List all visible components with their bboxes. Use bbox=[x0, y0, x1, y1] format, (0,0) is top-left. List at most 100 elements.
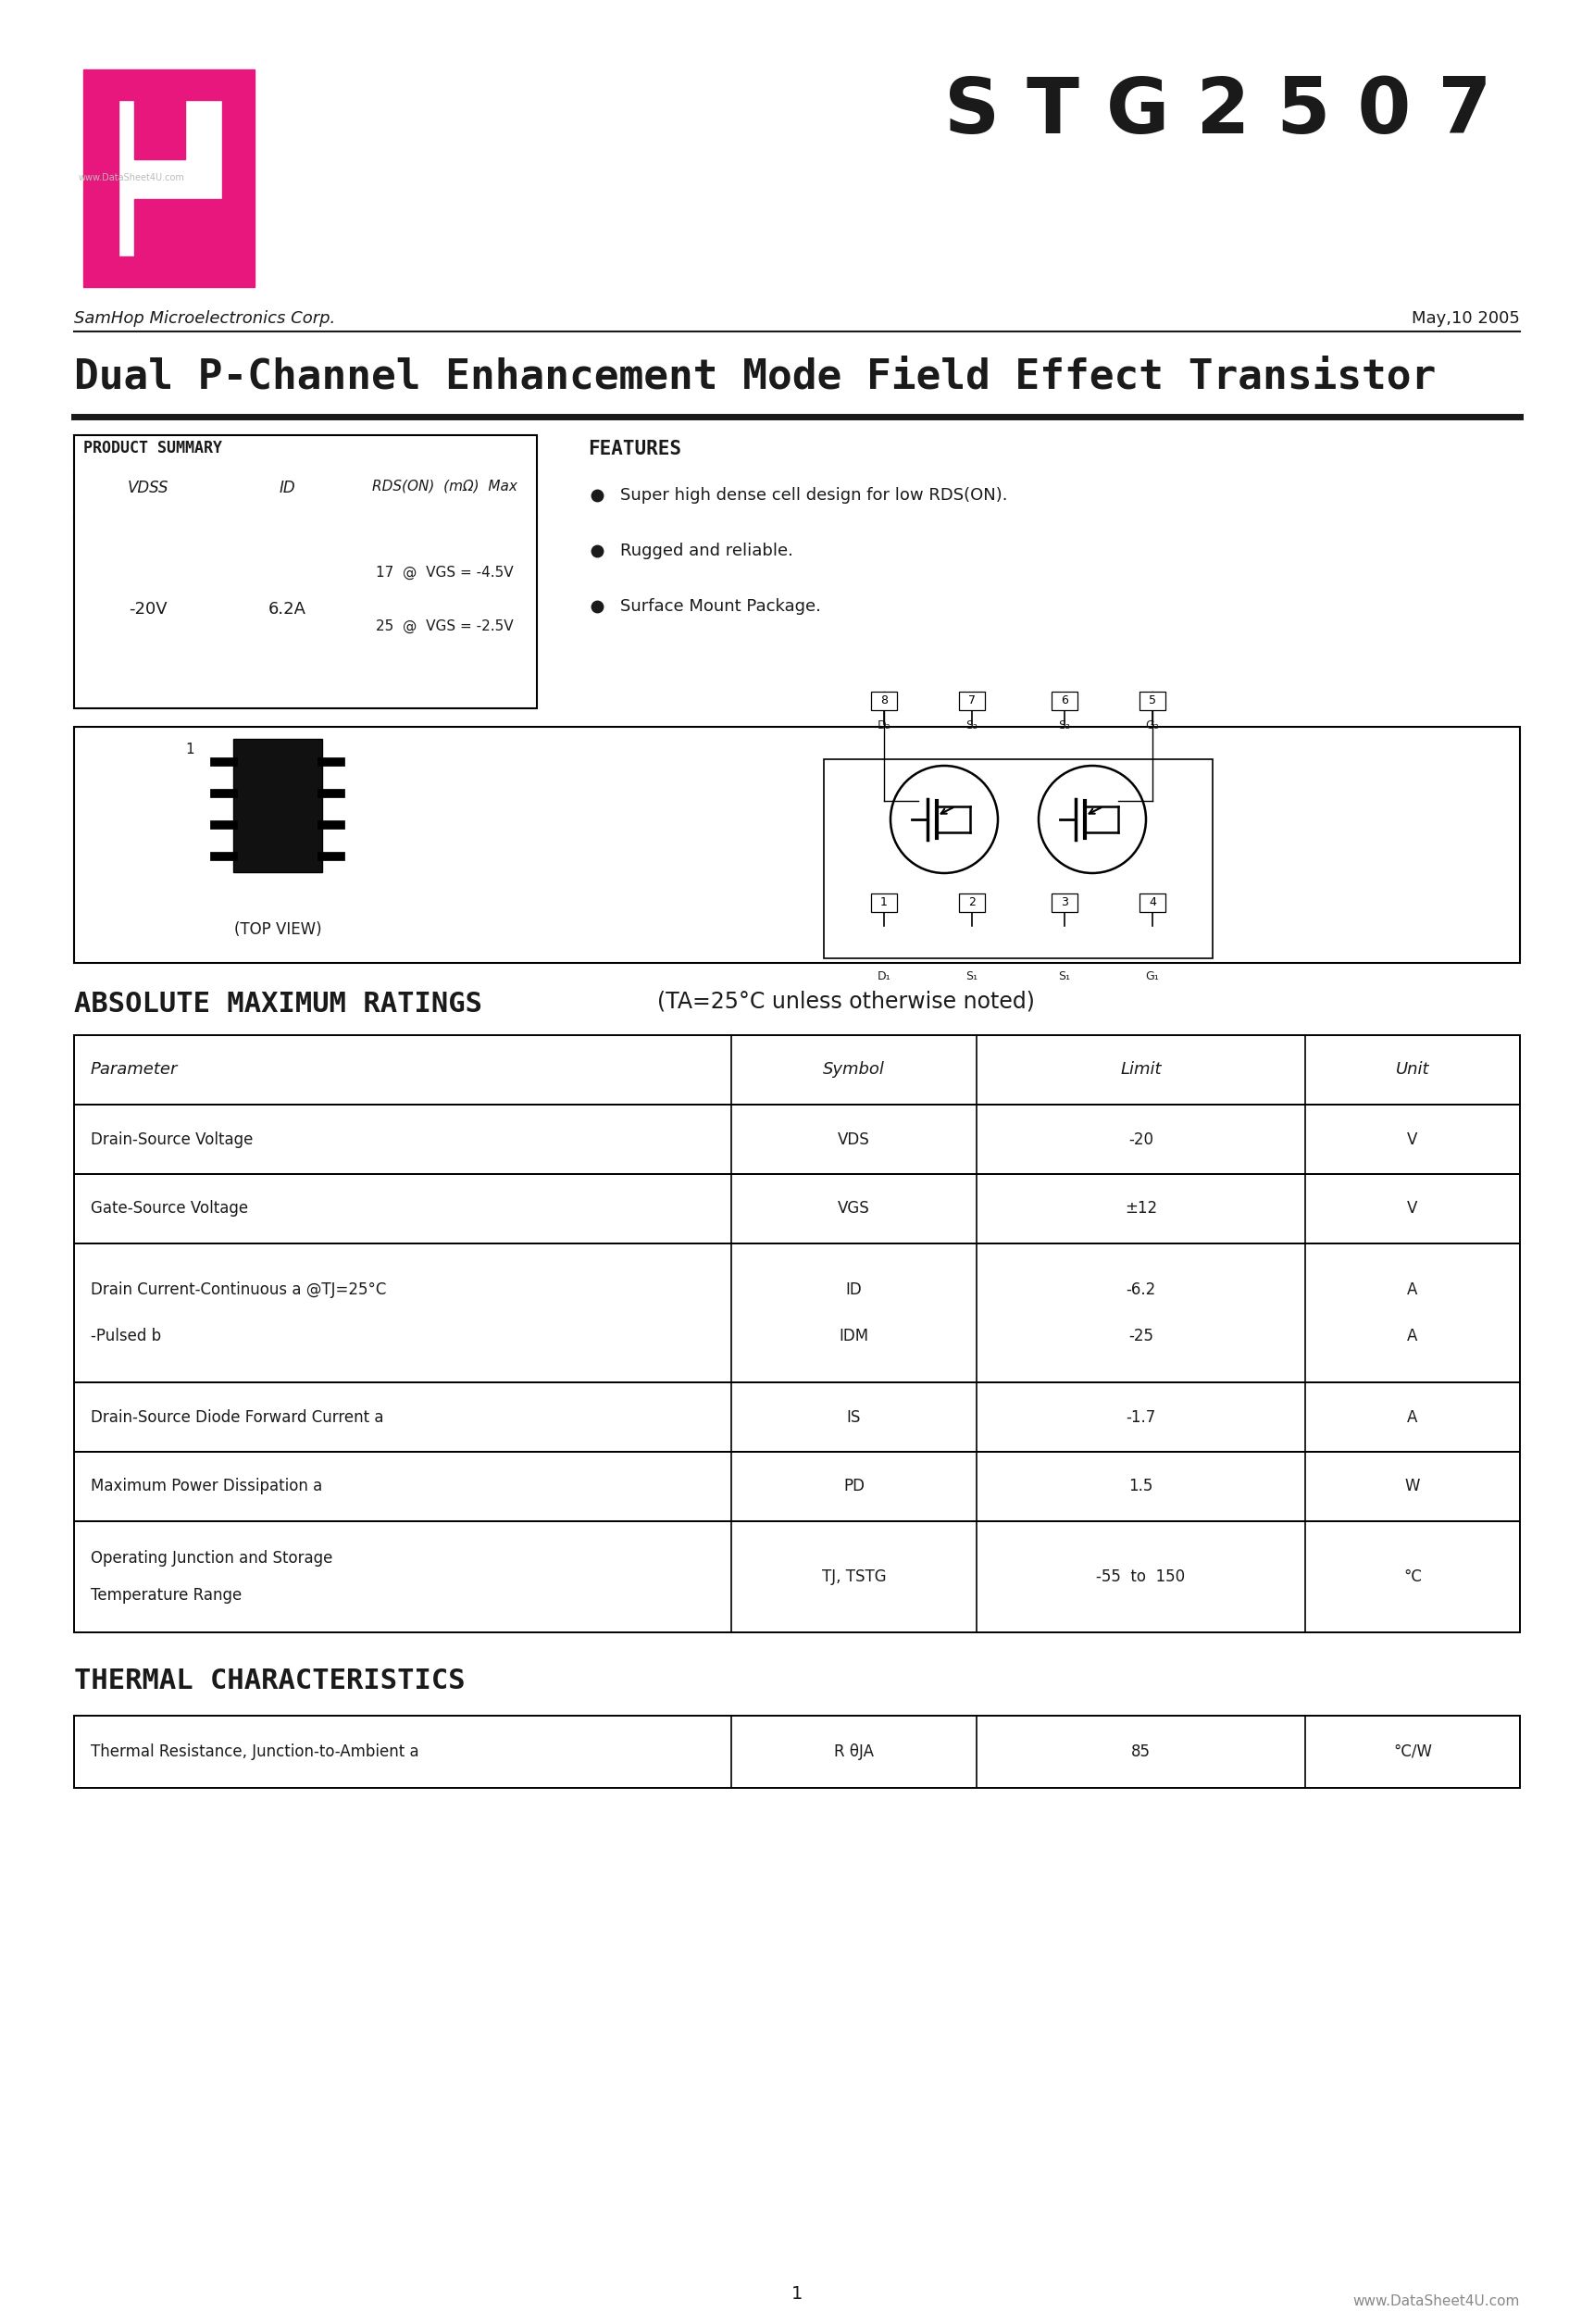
Text: 6.2A: 6.2A bbox=[268, 602, 306, 618]
Bar bbox=[73, 1104, 1521, 1174]
Bar bbox=[960, 892, 985, 911]
Bar bbox=[233, 739, 322, 872]
Text: ±12: ±12 bbox=[1125, 1202, 1157, 1218]
Polygon shape bbox=[118, 256, 255, 288]
Text: -1.7: -1.7 bbox=[1125, 1408, 1156, 1425]
Bar bbox=[73, 727, 1521, 962]
Text: 1: 1 bbox=[185, 744, 194, 758]
Text: VGS: VGS bbox=[838, 1202, 870, 1218]
Text: PRODUCT SUMMARY: PRODUCT SUMMARY bbox=[83, 439, 222, 456]
Bar bbox=[73, 1174, 1521, 1243]
Text: VDS: VDS bbox=[838, 1132, 870, 1148]
Text: RDS(ON)  (mΩ)  Max: RDS(ON) (mΩ) Max bbox=[371, 479, 516, 493]
Text: THERMAL CHARACTERISTICS: THERMAL CHARACTERISTICS bbox=[73, 1669, 465, 1694]
Text: May,10 2005: May,10 2005 bbox=[1412, 309, 1521, 328]
Text: D₁: D₁ bbox=[877, 971, 891, 983]
Text: G₂: G₂ bbox=[1146, 720, 1159, 732]
Text: S₂: S₂ bbox=[1058, 720, 1071, 732]
Text: Rugged and reliable.: Rugged and reliable. bbox=[620, 541, 794, 560]
Text: PD: PD bbox=[843, 1478, 864, 1494]
Text: ID: ID bbox=[279, 479, 295, 497]
Text: A: A bbox=[1408, 1408, 1417, 1425]
Text: S₁: S₁ bbox=[1058, 971, 1071, 983]
Text: Parameter: Parameter bbox=[91, 1062, 179, 1078]
Text: R θJA: R θJA bbox=[834, 1743, 874, 1759]
Text: -25: -25 bbox=[1129, 1327, 1154, 1343]
Text: 25  @  VGS = -2.5V: 25 @ VGS = -2.5V bbox=[376, 618, 513, 632]
Text: Drain Current-Continuous a @TJ=25°C: Drain Current-Continuous a @TJ=25°C bbox=[91, 1281, 386, 1299]
Text: 3: 3 bbox=[1062, 897, 1068, 909]
Text: Dual P-Channel Enhancement Mode Field Effect Transistor: Dual P-Channel Enhancement Mode Field Ef… bbox=[73, 356, 1436, 397]
Text: 8: 8 bbox=[880, 695, 888, 706]
Text: Drain-Source Voltage: Drain-Source Voltage bbox=[91, 1132, 253, 1148]
Text: TJ, TSTG: TJ, TSTG bbox=[821, 1569, 886, 1585]
Text: VDSS: VDSS bbox=[128, 479, 169, 497]
Text: -6.2: -6.2 bbox=[1125, 1281, 1156, 1299]
Text: Operating Junction and Storage: Operating Junction and Storage bbox=[91, 1550, 333, 1566]
Text: 5: 5 bbox=[1149, 695, 1156, 706]
Text: www.DataSheet4U.com: www.DataSheet4U.com bbox=[1353, 2294, 1521, 2308]
Text: (TA=25°C unless otherwise noted): (TA=25°C unless otherwise noted) bbox=[644, 990, 1035, 1013]
Text: S₁: S₁ bbox=[966, 971, 979, 983]
Polygon shape bbox=[222, 100, 255, 256]
Text: 4: 4 bbox=[1149, 897, 1156, 909]
Text: TSSOP: TSSOP bbox=[252, 739, 303, 755]
Text: -20V: -20V bbox=[129, 602, 167, 618]
Text: 1.5: 1.5 bbox=[1129, 1478, 1152, 1494]
Text: www.DataSheet4U.com: www.DataSheet4U.com bbox=[78, 174, 185, 181]
Text: Temperature Range: Temperature Range bbox=[91, 1587, 242, 1604]
Text: W: W bbox=[1404, 1478, 1420, 1494]
Text: Surface Mount Package.: Surface Mount Package. bbox=[620, 597, 821, 616]
Bar bbox=[73, 1383, 1521, 1452]
Bar bbox=[73, 1522, 1521, 1631]
Polygon shape bbox=[118, 70, 255, 100]
Text: ABSOLUTE MAXIMUM RATINGS: ABSOLUTE MAXIMUM RATINGS bbox=[73, 990, 483, 1018]
Bar bbox=[960, 693, 985, 711]
Bar bbox=[824, 760, 1213, 957]
Text: Limit: Limit bbox=[1121, 1062, 1162, 1078]
Text: D₂: D₂ bbox=[877, 720, 891, 732]
Bar bbox=[1140, 892, 1165, 911]
Text: V: V bbox=[1408, 1132, 1417, 1148]
Bar bbox=[1052, 693, 1078, 711]
Text: 6: 6 bbox=[1062, 695, 1068, 706]
Text: °C: °C bbox=[1403, 1569, 1422, 1585]
Text: 2: 2 bbox=[968, 897, 976, 909]
Bar bbox=[73, 1715, 1521, 1787]
Text: G₁: G₁ bbox=[1146, 971, 1159, 983]
Text: Super high dense cell design for low RDS(ON).: Super high dense cell design for low RDS… bbox=[620, 488, 1007, 504]
Text: Symbol: Symbol bbox=[823, 1062, 885, 1078]
Text: °C/W: °C/W bbox=[1393, 1743, 1431, 1759]
Bar bbox=[1140, 693, 1165, 711]
Bar bbox=[870, 892, 897, 911]
Text: SamHop Microelectronics Corp.: SamHop Microelectronics Corp. bbox=[73, 309, 335, 328]
Text: IDM: IDM bbox=[838, 1327, 869, 1343]
Text: 1: 1 bbox=[880, 897, 888, 909]
Bar bbox=[73, 1034, 1521, 1104]
Text: S T G 2 5 0 7: S T G 2 5 0 7 bbox=[944, 74, 1492, 149]
Text: FEATURES: FEATURES bbox=[588, 439, 681, 458]
Text: -55  to  150: -55 to 150 bbox=[1097, 1569, 1186, 1585]
Text: IS: IS bbox=[846, 1408, 861, 1425]
Bar bbox=[870, 693, 897, 711]
Text: A: A bbox=[1408, 1281, 1417, 1299]
Polygon shape bbox=[134, 200, 222, 256]
Bar bbox=[73, 1452, 1521, 1522]
Text: -20: -20 bbox=[1129, 1132, 1154, 1148]
Bar bbox=[73, 1243, 1521, 1383]
Text: Gate-Source Voltage: Gate-Source Voltage bbox=[91, 1202, 249, 1218]
Text: Thermal Resistance, Junction-to-Ambient a: Thermal Resistance, Junction-to-Ambient … bbox=[91, 1743, 419, 1759]
Bar bbox=[73, 435, 537, 709]
Polygon shape bbox=[83, 70, 118, 288]
Text: A: A bbox=[1408, 1327, 1417, 1343]
Text: 17  @  VGS = -4.5V: 17 @ VGS = -4.5V bbox=[376, 565, 513, 579]
Text: Drain-Source Diode Forward Current a: Drain-Source Diode Forward Current a bbox=[91, 1408, 384, 1425]
Text: Maximum Power Dissipation a: Maximum Power Dissipation a bbox=[91, 1478, 322, 1494]
Text: 1: 1 bbox=[791, 2284, 803, 2303]
Text: (TOP VIEW): (TOP VIEW) bbox=[234, 920, 322, 939]
Text: ID: ID bbox=[846, 1281, 862, 1299]
Text: V: V bbox=[1408, 1202, 1417, 1218]
Text: Unit: Unit bbox=[1396, 1062, 1430, 1078]
Text: 85: 85 bbox=[1132, 1743, 1151, 1759]
Text: 7: 7 bbox=[968, 695, 976, 706]
